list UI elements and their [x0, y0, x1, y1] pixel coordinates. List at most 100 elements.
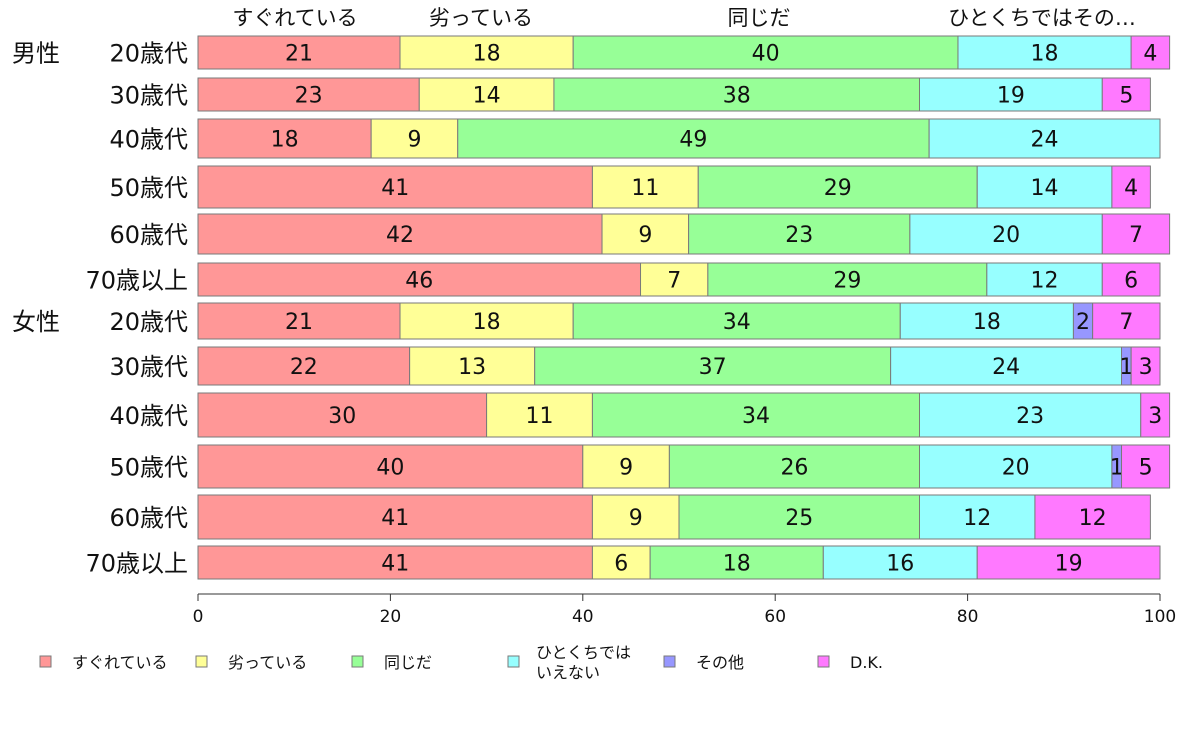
bar-value-label: 12: [963, 506, 991, 531]
bar-segment: [534, 346, 892, 386]
bar-value-label: 14: [1031, 176, 1059, 201]
bar-value-label: 5: [1119, 84, 1133, 109]
bar-value-label: 34: [742, 404, 770, 429]
bar-value-label: 1: [1119, 355, 1133, 380]
bar-value-label: 22: [290, 355, 318, 380]
category-label: 50歳代: [109, 174, 188, 202]
bar-value-label: 3: [1148, 404, 1162, 429]
bar-value-label: 21: [285, 42, 313, 67]
bar-value-label: 18: [271, 128, 299, 153]
bar-segment: [1101, 77, 1151, 112]
category-label: 60歳代: [109, 504, 188, 532]
bar-segment: [822, 545, 978, 580]
bar-value-label: 7: [1119, 310, 1133, 335]
bar-segment: [688, 213, 911, 255]
bar-value-label: 29: [824, 176, 852, 201]
bar-segment: [197, 262, 642, 297]
category-label: 70歳以上: [85, 550, 188, 578]
bar-segment: [197, 77, 420, 112]
bar-value-label: 30: [328, 404, 356, 429]
bar-value-label: 41: [381, 506, 409, 531]
category-label: 30歳代: [109, 82, 188, 110]
bar-value-label: 11: [631, 176, 659, 201]
bar-value-label: 18: [473, 42, 501, 67]
x-tick-label: 80: [957, 607, 979, 627]
bar-value-label: 41: [381, 176, 409, 201]
legend-label: 劣っている: [228, 653, 307, 672]
column-header-label: すぐれている: [232, 6, 357, 30]
bar-segment: [399, 302, 574, 340]
bar-segment: [553, 77, 920, 112]
bar-segment: [1130, 346, 1161, 386]
bar-value-label: 16: [886, 552, 914, 577]
bar-segment: [1034, 494, 1151, 540]
bar-segment: [919, 77, 1103, 112]
bar-value-label: 24: [992, 355, 1020, 380]
category-label: 20歳代: [109, 40, 188, 68]
bar-value-label: 6: [1124, 269, 1138, 294]
bar-segment: [197, 444, 584, 489]
bar-value-label: 5: [1139, 456, 1153, 481]
bar-segment: [457, 118, 930, 159]
bar-segment: [591, 165, 699, 209]
bar-value-label: 49: [679, 128, 707, 153]
legend-label: すぐれている: [72, 653, 168, 672]
bar-segment: [197, 35, 401, 70]
category-label: 50歳代: [109, 454, 188, 482]
bar-segment: [697, 165, 978, 209]
bar-segment: [909, 213, 1103, 255]
bar-value-label: 9: [638, 223, 652, 248]
group-label: 女性: [12, 308, 60, 336]
bar-value-label: 34: [723, 310, 751, 335]
category-label: 70歳以上: [85, 267, 188, 295]
group-label: 男性: [12, 40, 60, 68]
bar-segment: [1111, 165, 1151, 209]
legend-swatch: [507, 655, 520, 668]
bar-value-label: 29: [833, 269, 861, 294]
bar-value-label: 7: [1129, 223, 1143, 248]
bar-segment: [890, 346, 1123, 386]
column-header-label: ひとくちではその…: [948, 6, 1136, 30]
x-tick-label: 20: [380, 607, 402, 627]
bar-segment: [399, 35, 574, 70]
bar-segment: [601, 213, 690, 255]
bar-segment: [707, 262, 988, 297]
bar-value-label: 3: [1139, 355, 1153, 380]
bar-value-label: 23: [295, 84, 323, 109]
bar-value-label: 21: [285, 310, 313, 335]
bar-value-label: 18: [723, 552, 751, 577]
legend-label: ひとくちではいえない: [536, 643, 631, 682]
bar-value-label: 19: [997, 84, 1025, 109]
bar-segment: [1101, 213, 1171, 255]
bar-segment: [919, 392, 1142, 438]
bar-value-label: 11: [526, 404, 554, 429]
bar-segment: [418, 77, 555, 112]
bar-value-label: 38: [723, 84, 751, 109]
bar-segment: [1101, 262, 1161, 297]
bar-value-label: 20: [992, 223, 1020, 248]
bar-value-label: 46: [405, 269, 433, 294]
legend-label: D.K.: [850, 653, 883, 672]
category-label: 30歳代: [109, 353, 188, 381]
bar-value-label: 41: [381, 552, 409, 577]
x-tick-label: 40: [572, 607, 594, 627]
legend-label: 同じだ: [384, 653, 432, 672]
bar-value-label: 19: [1055, 552, 1083, 577]
bar-segment: [649, 545, 824, 580]
bar-value-label: 2: [1076, 310, 1090, 335]
bar-value-label: 40: [376, 456, 404, 481]
bar-value-label: 6: [614, 552, 628, 577]
category-label: 20歳代: [109, 308, 188, 336]
bar-value-label: 9: [407, 128, 421, 153]
bar-segment: [591, 545, 651, 580]
category-label: 40歳代: [109, 126, 188, 154]
bar-segment: [1121, 444, 1171, 489]
legend-swatch: [817, 655, 830, 668]
category-label: 40歳代: [109, 402, 188, 430]
bar-segment: [197, 545, 593, 580]
bar-value-label: 26: [780, 456, 808, 481]
bar-segment: [197, 213, 603, 255]
bar-value-label: 9: [629, 506, 643, 531]
bar-value-label: 9: [619, 456, 633, 481]
bar-value-label: 1: [1110, 456, 1124, 481]
